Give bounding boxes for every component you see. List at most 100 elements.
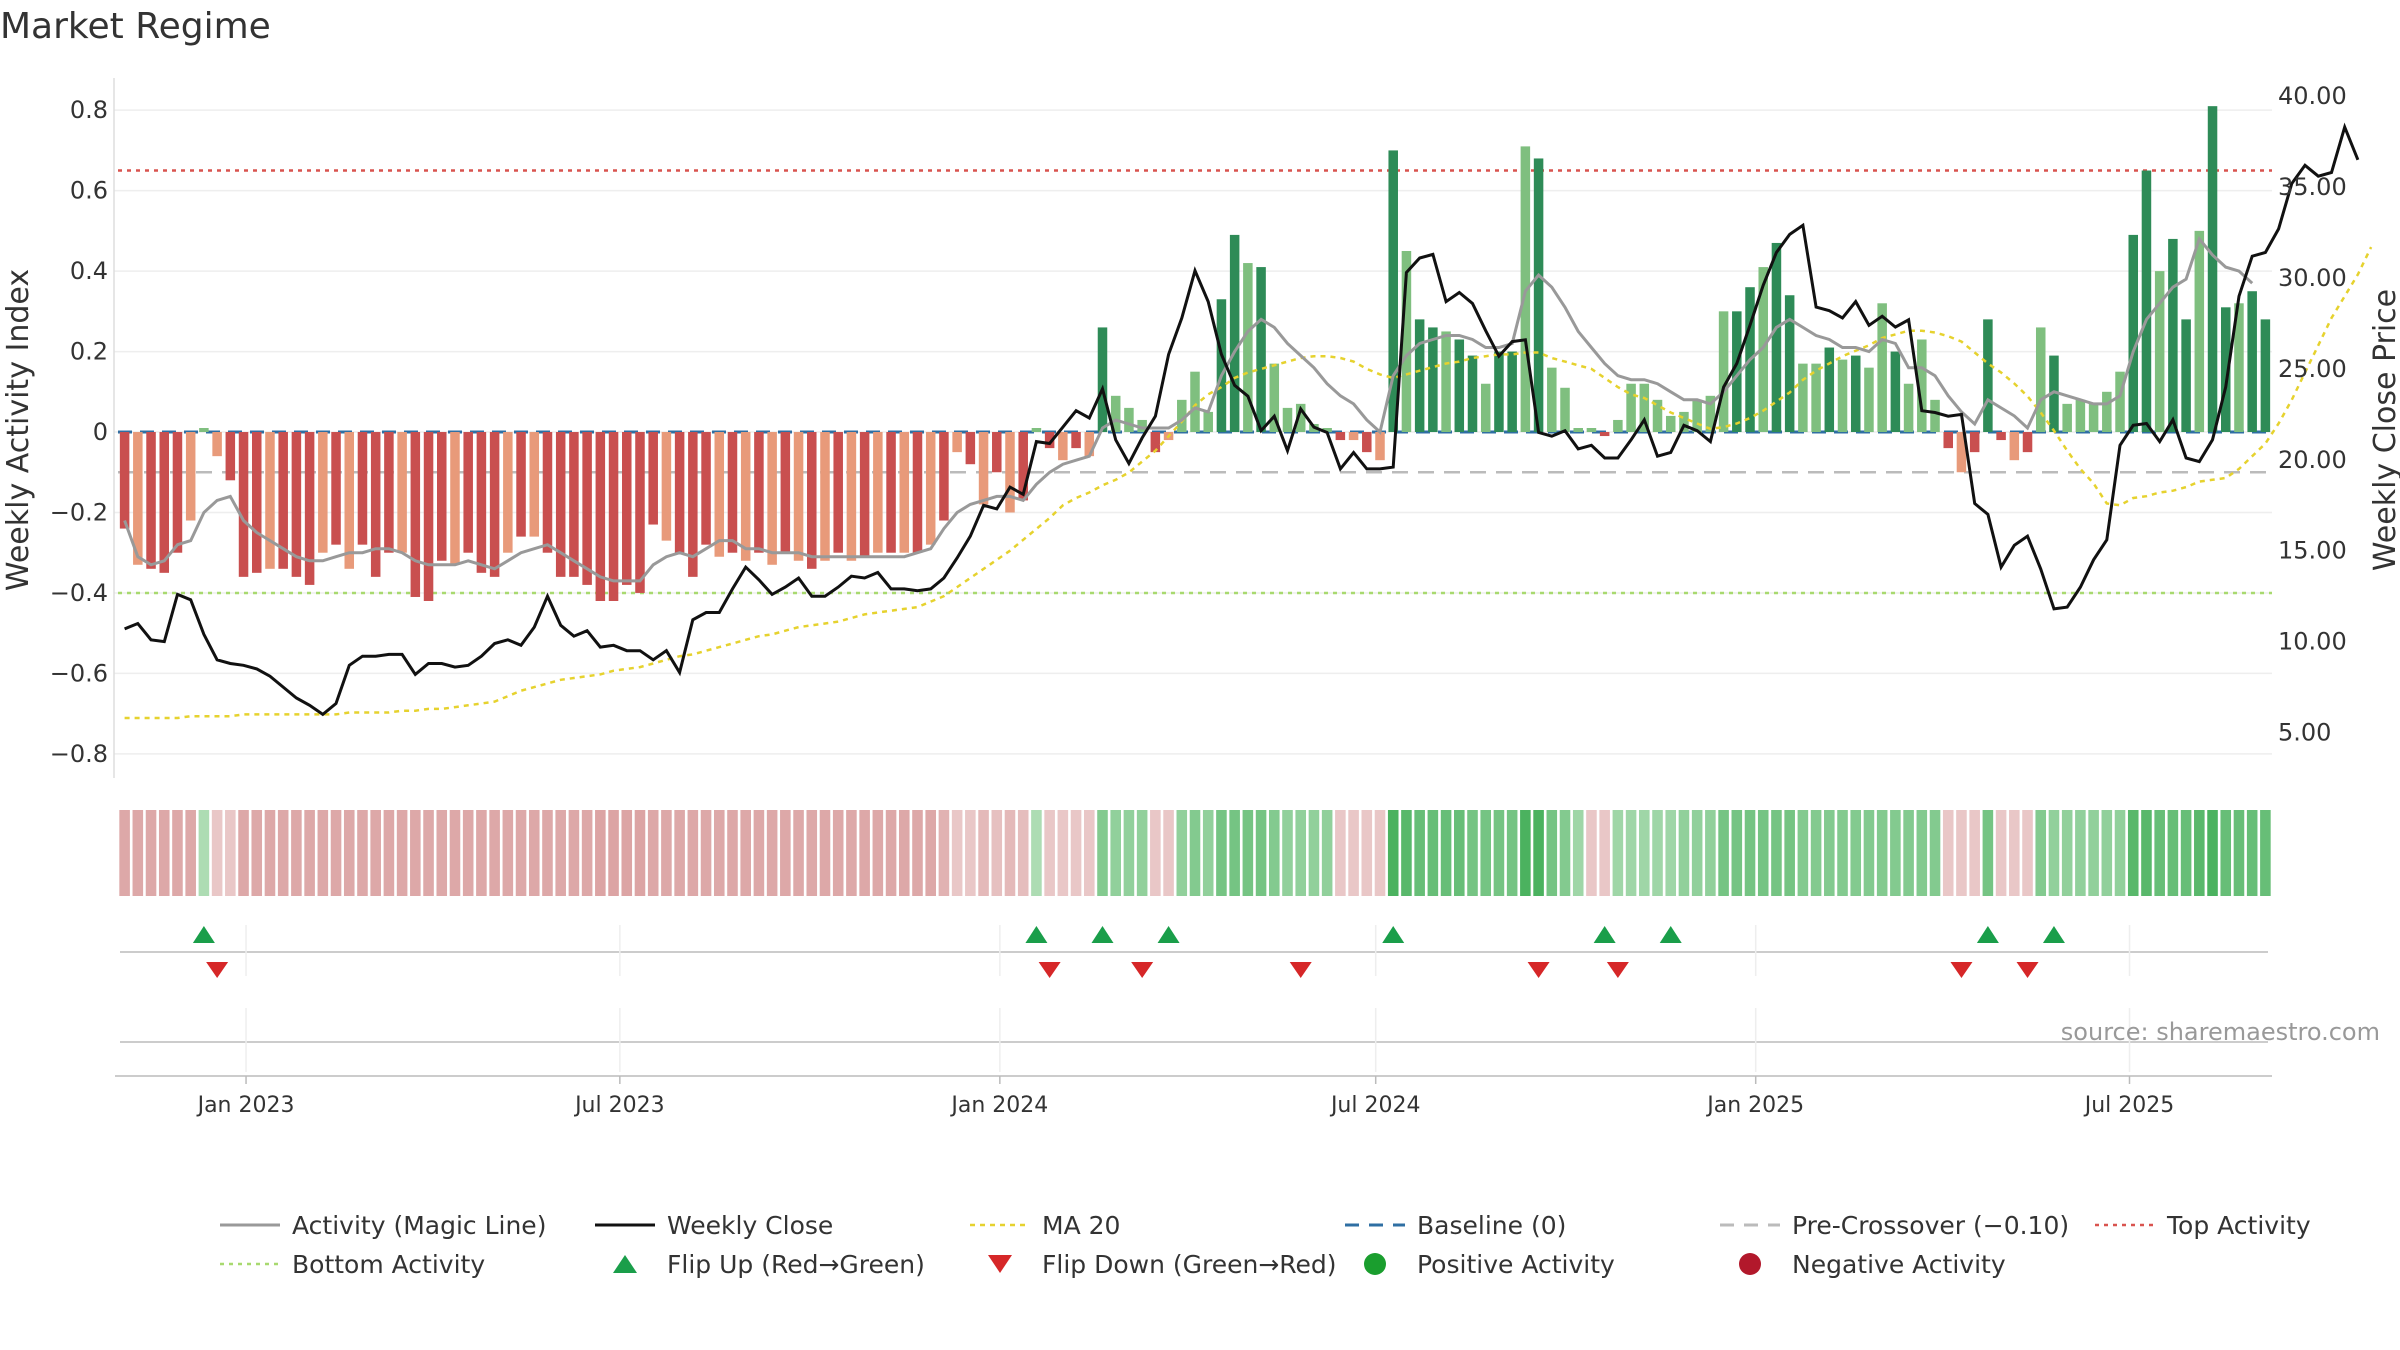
activity-bar [1203,411,1213,433]
regime-cell [1308,810,1320,896]
legend-item-close: Weekly Close [595,1211,833,1240]
regime-cell [1348,810,1359,896]
activity-bar [2154,271,2165,433]
activity-bar [1216,299,1227,433]
activity-bar [278,432,288,569]
legend-swatch-flip-down [988,1255,1012,1273]
regime-cell [1533,810,1544,896]
activity-bar [225,432,236,481]
activity-bar [1732,311,1742,433]
activity-bar [1005,432,1015,513]
flip-down-marker [1289,962,1312,978]
regime-cell [2088,810,2099,896]
activity-bar [1256,267,1266,433]
activity-bar [291,432,302,577]
regime-cell [528,810,540,896]
legend-label: MA 20 [1042,1211,1120,1240]
activity-bar [1837,359,1848,433]
regime-cell [211,810,223,896]
activity-bar [648,432,658,525]
activity-bar [1679,411,1689,433]
regime-cell [1163,810,1174,896]
activity-bar [899,432,910,553]
activity-bar [1150,432,1161,453]
regime-cell [304,810,315,896]
activity-bar [1282,407,1293,433]
activity-bar [1811,363,1821,433]
activity-bar [1295,403,1306,433]
activity-bar [1969,432,1980,453]
regime-cell [449,810,461,896]
activity-bar [1917,339,1927,433]
activity-bar [1784,295,1795,433]
activity-bar [2260,319,2271,433]
regime-cell [1176,810,1188,896]
activity-bar [1586,428,1597,433]
x-axis-ticks: Jan 2023 Jul 2023 Jan 2024 Jul 2024 Jan 2025… [196,1076,2174,1118]
regime-cell [1929,810,1941,896]
regime-cell [2127,810,2139,896]
activity-bar [1229,234,1240,433]
regime-cell [1361,810,1373,896]
regime-cell [489,810,500,896]
regime-cell [766,810,778,896]
x-tick-label: Jan 2023 [196,1093,295,1118]
flip-up-marker [1091,926,1114,943]
regime-cell [1995,810,2007,896]
regime-cell [1586,810,1597,896]
activity-bar [2009,432,2020,461]
regime-cell [2207,810,2218,896]
activity-bar [1348,432,1359,441]
activity-bar [2141,170,2152,433]
right-tick-label: 40.00 [2278,82,2347,110]
activity-bar [1573,428,1583,433]
legend-item-pos: Positive Activity [1364,1250,1615,1279]
regime-cell [1070,810,1082,896]
activity-bar [1071,432,1081,449]
activity-bar [555,432,566,577]
regime-cell [1440,810,1452,896]
chart-title: Market Regime [0,6,271,47]
right-tick-label: 15.00 [2278,537,2347,565]
activity-bar [1494,351,1504,433]
regime-cell [1691,810,1703,896]
regime-cell [1520,810,1531,896]
regime-cell [2141,810,2152,896]
regime-cell [1229,810,1240,896]
regime-cell [343,810,355,896]
legend-label: Flip Down (Green→Red) [1042,1250,1337,1279]
x-tick-label: Jul 2023 [573,1093,665,1118]
activity-bar [2062,403,2072,433]
activity-bar [410,432,421,597]
regime-cell [1890,810,1901,896]
legend-item-neg: Negative Activity [1739,1250,2006,1279]
regime-cell [859,810,870,896]
regime-cell [925,810,936,896]
regime-cell [2167,810,2179,896]
activity-bar [1441,331,1451,433]
activity-bar [608,432,619,601]
left-tick-label: 0.8 [70,96,108,124]
activity-bar [2220,307,2231,433]
regime-strip [119,810,2271,896]
regime-cell [1123,810,1135,896]
flip-down-marker [2016,962,2039,978]
activity-bar [1599,432,1610,437]
left-tick-label: 0.4 [70,257,108,285]
regime-cell [1903,810,1914,896]
activity-bar [820,432,830,561]
regime-cell [991,810,1003,896]
regime-cell [1189,810,1201,896]
activity-bar [1097,327,1108,433]
activity-bar [807,432,817,569]
right-tick-label: 20.00 [2278,446,2347,474]
x-tick-label: Jan 2024 [949,1093,1048,1118]
activity-bar [1824,347,1835,433]
regime-cell [1744,810,1756,896]
regime-cell [198,810,210,896]
activity-bar [1943,432,1953,449]
activity-bar [185,432,196,521]
regime-cell [1863,810,1875,896]
activity-bar [1269,363,1280,433]
